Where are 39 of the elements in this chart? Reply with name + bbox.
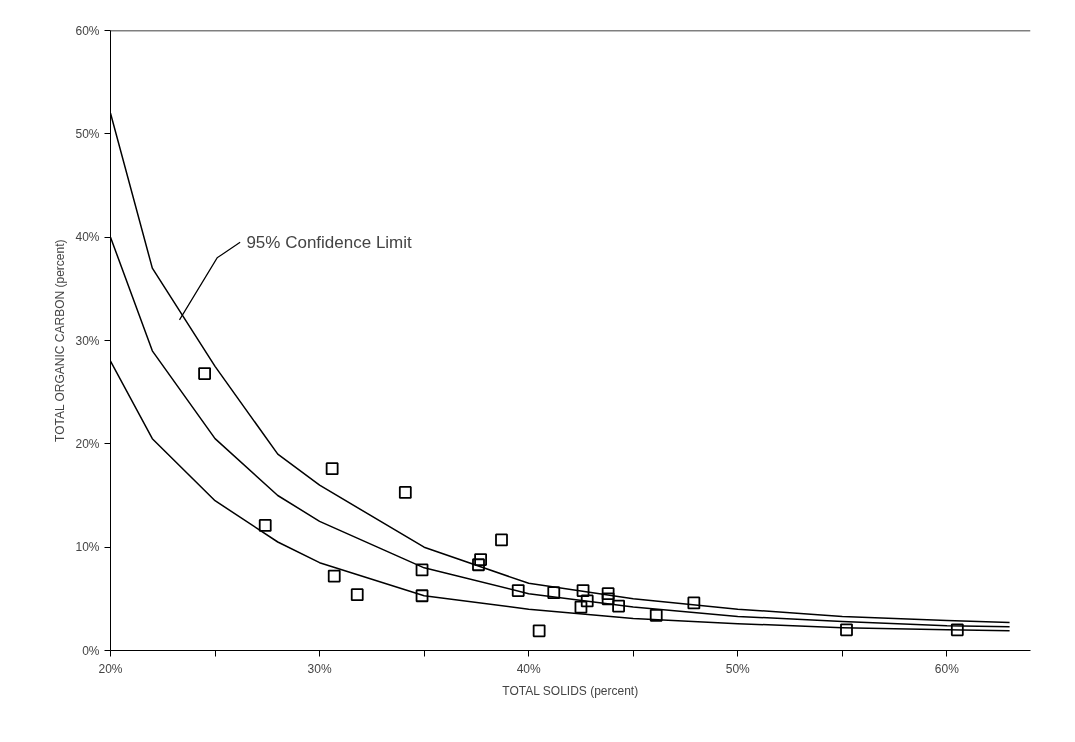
point bbox=[574, 600, 588, 614]
point bbox=[580, 594, 594, 608]
point bbox=[576, 584, 590, 597]
y-tick-label: 40% bbox=[75, 230, 100, 245]
x-tick-label: 30% bbox=[307, 661, 332, 676]
y-tick-label: 0% bbox=[82, 643, 100, 658]
y-tick-label: 20% bbox=[75, 436, 100, 451]
point bbox=[415, 589, 429, 603]
y-tick-label: 50% bbox=[75, 126, 100, 141]
annotation: 95% Confidence Limit bbox=[246, 232, 413, 252]
point bbox=[325, 462, 339, 476]
point bbox=[840, 623, 853, 637]
point bbox=[472, 558, 485, 572]
point bbox=[601, 587, 615, 601]
point bbox=[601, 592, 615, 606]
y-tick-label: 30% bbox=[75, 333, 100, 348]
point bbox=[511, 584, 525, 597]
x-tick-label: 20% bbox=[98, 661, 123, 676]
x-tick-label: 60% bbox=[934, 661, 960, 676]
point bbox=[350, 588, 364, 602]
point bbox=[495, 533, 508, 547]
point bbox=[415, 563, 429, 577]
x-axis-title: TOTAL SOLIDS (percent) bbox=[502, 683, 639, 698]
y-axis-title: TOTAL ORGANIC CARBON (percent) bbox=[53, 239, 68, 442]
x-tick-label: 50% bbox=[725, 661, 751, 676]
point bbox=[327, 569, 341, 583]
point bbox=[532, 624, 546, 638]
point bbox=[398, 486, 412, 499]
point bbox=[474, 553, 487, 566]
y-tick-label: 60% bbox=[75, 23, 100, 38]
point bbox=[612, 599, 625, 613]
x-tick-label: 40% bbox=[516, 661, 542, 676]
point bbox=[950, 623, 964, 637]
point bbox=[649, 608, 663, 622]
point bbox=[547, 586, 561, 600]
point bbox=[687, 596, 701, 610]
point bbox=[198, 367, 211, 380]
y-tick-label: 10% bbox=[75, 540, 100, 555]
point bbox=[258, 519, 272, 532]
